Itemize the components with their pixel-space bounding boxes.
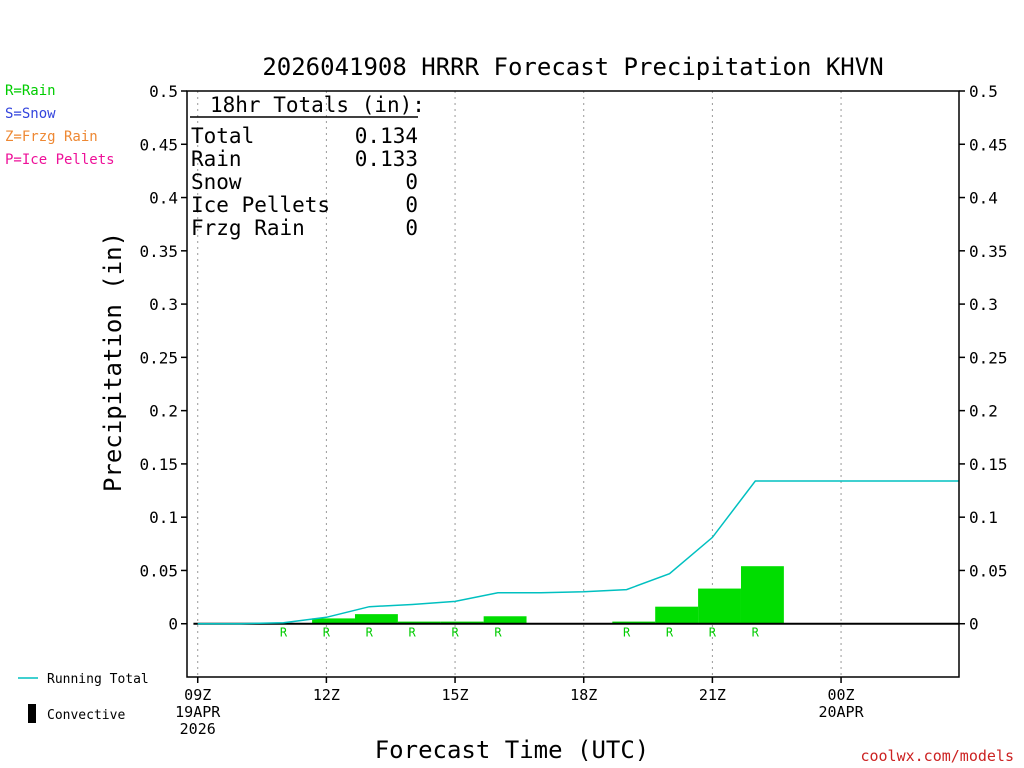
y-axis-right: 0 0.05 0.1 0.15 0.2 0.25 0.3 0.35 0.4 0.45 0.5 [959,82,1008,634]
x-tick-label: 20APR [818,703,864,721]
legend-ice-pellets: P=Ice Pellets [5,152,115,168]
totals-label-frzg-rain: Frzg Rain [191,216,305,240]
precip-type-marker: R [323,626,331,640]
totals-value-snow: 0 [405,170,418,194]
totals-label-total: Total [191,124,254,148]
y-tick-label-right: 0.35 [969,242,1008,261]
precip-type-marker: R [409,626,417,640]
precip-bar [655,606,699,624]
totals-label-snow: Snow [191,170,242,194]
totals-value-total: 0.134 [355,124,418,148]
y-tick-label-right: 0.05 [969,561,1008,580]
convective-legend-swatch [28,704,36,723]
precip-bar [312,618,355,624]
y-tick-label-left: 0.4 [149,189,178,208]
totals-label-rain: Rain [191,147,242,171]
precip-bar [483,616,527,624]
totals-value-rain: 0.133 [355,147,418,171]
totals-value-frzg-rain: 0 [405,216,418,240]
y-tick-label-right: 0.45 [969,135,1008,154]
y-tick-label-right: 0.15 [969,455,1008,474]
totals-value-ice-pellets: 0 [405,193,418,217]
precip-bar [354,614,398,624]
y-tick-label-left: 0.35 [139,242,178,261]
credit-text: coolwx.com/models [860,747,1014,765]
y-tick-label-left: 0.3 [149,295,178,314]
y-tick-label-left: 0.45 [139,135,178,154]
x-tick-label: 00Z [828,686,855,704]
x-tick-label: 18Z [570,686,597,704]
precip-type-marker: R [623,626,631,640]
legend-snow: S=Snow [5,106,56,122]
precip-type-marker: R [280,626,288,640]
precip-type-marker: R [709,626,717,640]
running-total-line [197,480,959,625]
precip-type-marker: R [451,626,459,640]
precip-type-marker: R [666,626,674,640]
running-total-legend-label: Running Total [47,672,149,687]
chart-title: 2026041908 HRRR Forecast Precipitation K… [262,53,883,81]
x-tick-label: 12Z [313,686,340,704]
precip-type-marker: R [752,626,760,640]
y-tick-label-left: 0.15 [139,455,178,474]
y-tick-label-right: 0.1 [969,508,998,527]
precip-bar [440,621,484,624]
y-tick-label-right: 0.4 [969,189,998,208]
x-axis-label: Forecast Time (UTC) [375,736,650,764]
x-tick-label: 21Z [699,686,726,704]
precip-bar [740,566,784,624]
precip-bar [397,621,441,624]
y-tick-label-left: 0.05 [139,561,178,580]
y-tick-label-right: 0 [969,615,979,634]
y-tick-label-left: 0 [168,615,178,634]
y-tick-label-right: 0.3 [969,295,998,314]
y-axis-label: Precipitation (in) [99,232,127,492]
y-axis-left: 0 0.05 0.1 0.15 0.2 0.25 0.3 0.35 0.4 0.45 0.5 [139,82,187,634]
legend-rain: R=Rain [5,83,56,99]
legend-frzg-rain: Z=Frzg Rain [5,129,98,145]
x-tick-label: 09Z [184,686,211,704]
x-tick-label: 2026 [180,720,216,738]
y-tick-label-left: 0.25 [139,348,178,367]
plot-frame [186,90,960,678]
totals-label-ice-pellets: Ice Pellets [191,193,330,217]
y-tick-label-left: 0.5 [149,82,178,101]
totals-heading: 18hr Totals (in): [210,93,425,117]
grid-lines [197,91,842,677]
convective-legend-label: Convective [47,708,125,723]
x-tick-label: 15Z [442,686,469,704]
y-tick-label-left: 0.2 [149,402,178,421]
precip-bar [698,588,741,624]
y-tick-label-left: 0.1 [149,508,178,527]
y-tick-label-right: 0.25 [969,348,1008,367]
precip-type-marker: R [366,626,374,640]
y-tick-label-right: 0.5 [969,82,998,101]
x-tick-label: 19APR [175,703,221,721]
precip-bars [312,566,784,624]
precip-type-marker: R [494,626,502,640]
y-tick-label-right: 0.2 [969,402,998,421]
precip-bar [612,621,656,624]
precip-type-legend: R=Rain S=Snow Z=Frzg Rain P=Ice Pellets [5,83,115,168]
line-legend: Running Total Convective [18,672,149,723]
totals-box: 18hr Totals (in): Total 0.134 Rain 0.133… [190,93,425,240]
